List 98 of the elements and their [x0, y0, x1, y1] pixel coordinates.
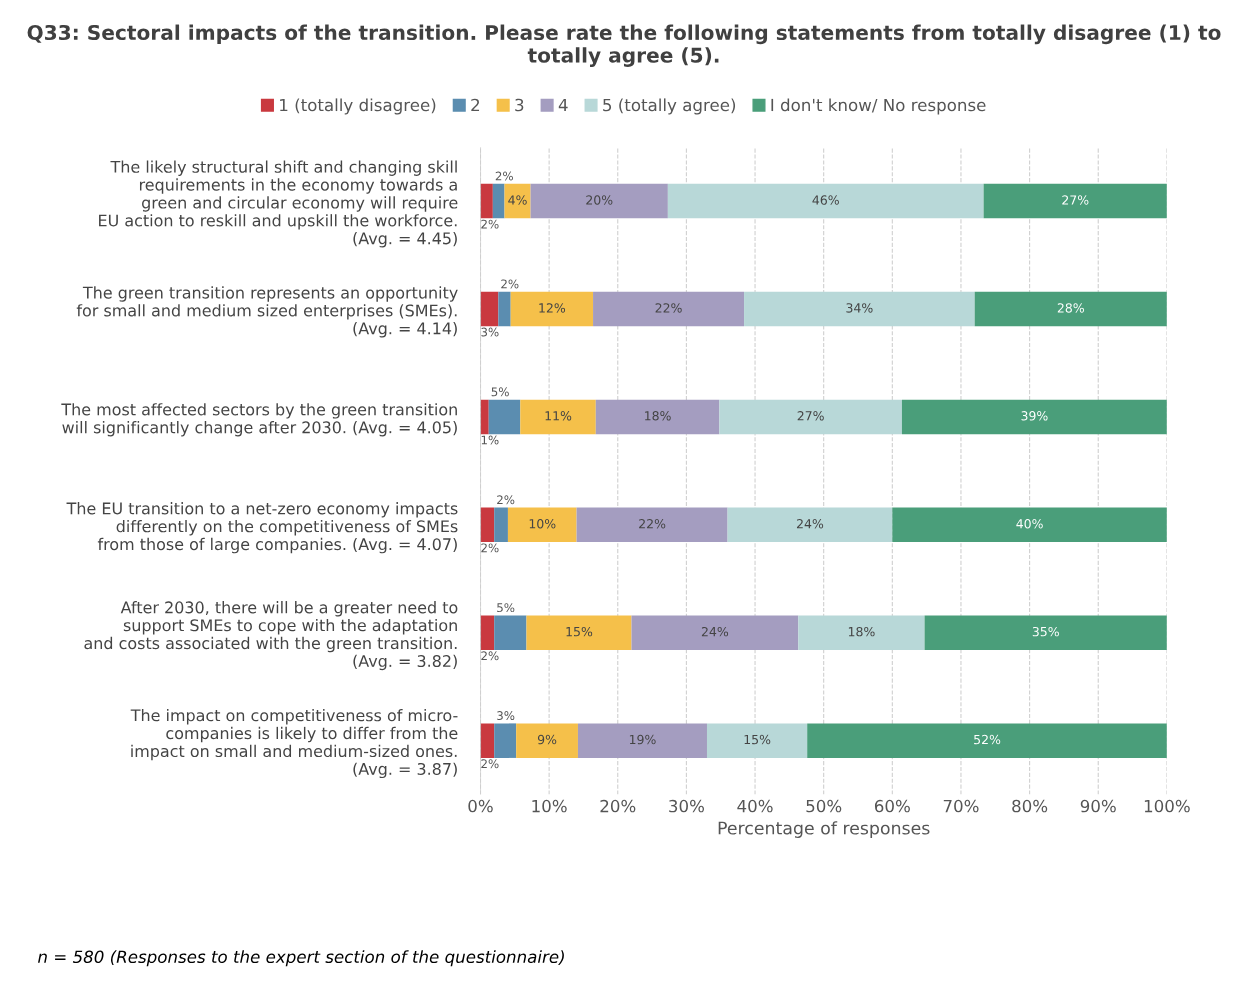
bar: [480, 183, 493, 219]
y-tick-label: After 2030, there will be a greater need to support SMEs to cope with the adaptation and costs associated with the green transition. (Avg. = 3.82): [84, 601, 458, 671]
y-tick-label: The green transition represents an opportunity for small and medium sized enterprises (SMEs). (Avg. = 4.14): [76, 286, 458, 338]
bar: [595, 399, 720, 435]
bar: [494, 615, 527, 651]
bar: [983, 183, 1167, 219]
x-tick-label: 30%: [669, 799, 704, 813]
bar: [492, 183, 505, 219]
legend-label: 1 (totally disagree): [280, 98, 436, 115]
data-label: 11%: [545, 411, 572, 421]
bar: [526, 615, 632, 651]
bar: [494, 507, 508, 543]
bar: [480, 507, 495, 543]
text: n = 580 (Responses to the expert section of the questionnaire): [38, 950, 564, 967]
data-label: 3%: [481, 327, 499, 337]
data-label: 3%: [497, 711, 515, 721]
bar: [480, 615, 495, 651]
legend-label: 4: [558, 98, 568, 112]
bar: [576, 507, 728, 543]
bar: [798, 615, 925, 651]
data-label: 24%: [796, 519, 824, 529]
y-tick-label: The impact on competitiveness of micro- companies is likely to differ from the impact on small and medium-sized ones. (Avg. = 3.87): [130, 708, 458, 779]
bar: [807, 723, 1167, 758]
bar: [480, 399, 489, 435]
data-label: 18%: [645, 411, 671, 421]
bar: [974, 291, 1167, 327]
bar: [504, 183, 531, 219]
bar: [706, 723, 808, 758]
data-label: 40%: [1016, 519, 1043, 529]
bar: [667, 183, 984, 219]
bar: [892, 507, 1167, 543]
data-label: 22%: [655, 303, 682, 313]
bar: [498, 291, 511, 327]
bar: [520, 399, 596, 435]
data-label: 19%: [629, 734, 656, 745]
x-tick-label: 10%: [532, 799, 567, 813]
data-label: 2%: [481, 543, 499, 553]
legend-label: 2: [471, 98, 480, 112]
x-tick-label: 50%: [806, 799, 842, 813]
bar: [577, 723, 707, 758]
bar: [727, 507, 893, 543]
y-tick-label: The most affected sectors by the green transition will significantly change after 2030. (Avg. = 4.05): [61, 403, 457, 437]
data-label: 39%: [1021, 411, 1048, 421]
bar: [494, 723, 517, 758]
x-tick-label: 70%: [943, 799, 979, 813]
bar: [480, 291, 499, 327]
data-label: 9%: [537, 734, 557, 745]
data-label: 2%: [481, 759, 499, 769]
x-tick-label: 80%: [1012, 799, 1048, 813]
data-label: 5%: [491, 387, 509, 397]
data-label: 27%: [797, 411, 824, 421]
data-label: 20%: [586, 195, 613, 205]
bar: [530, 183, 668, 219]
legend-label: 3: [515, 98, 524, 112]
data-label: 28%: [1057, 303, 1084, 313]
bar: [901, 399, 1167, 435]
data-label: 35%: [1032, 626, 1059, 637]
data-label: 46%: [812, 195, 839, 205]
data-label: 15%: [744, 734, 771, 745]
data-label: 2%: [481, 219, 499, 229]
x-tick-label: 0%: [468, 799, 493, 813]
data-label: 15%: [566, 626, 593, 637]
chart-title: Q33: Sectoral impacts of the transition. Please rate the following statements from totally disagree (1) to totally agree (5).: [27, 24, 1221, 67]
legend-label: 5 (totally agree): [603, 98, 736, 115]
bar: [480, 723, 495, 758]
bar: [510, 291, 594, 327]
data-label: 12%: [539, 303, 566, 313]
data-label: 10%: [529, 519, 556, 529]
bar: [924, 615, 1167, 651]
bar: [593, 291, 745, 327]
bar: [744, 291, 975, 327]
data-label: 2%: [497, 495, 515, 505]
data-label: 1%: [481, 435, 499, 445]
bar: [516, 723, 578, 758]
data-label: 22%: [639, 519, 666, 529]
data-label: 4%: [508, 195, 527, 205]
data-label: 2%: [501, 279, 519, 289]
bar: [719, 399, 902, 435]
data-label: 24%: [701, 626, 729, 637]
bar: [507, 507, 577, 543]
x-tick-label: 60%: [874, 799, 910, 813]
data-label: 34%: [846, 303, 873, 313]
legend-label: I don't know/ No response: [771, 98, 986, 115]
data-label: 5%: [497, 603, 515, 613]
data-label: 18%: [848, 626, 875, 637]
data-label: 2%: [495, 171, 513, 181]
x-tick-label: 100%: [1144, 799, 1190, 813]
y-tick-label: The EU transition to a net-zero economy impacts differently on the competitiveness of SMEs from those of large companies. (Avg. = 4.07): [66, 502, 458, 554]
bar: [488, 399, 521, 435]
x-axis-title: Percentage of responses: [718, 821, 930, 838]
y-tick-label: The likely structural shift and changing skill requirements in the economy towards a green and circular economy will require EU action to reskill and upskill the workforce. (Avg. = 4.45): [99, 160, 458, 248]
x-tick-label: 90%: [1080, 799, 1116, 813]
data-label: 52%: [974, 734, 1001, 745]
data-label: 2%: [481, 651, 499, 661]
x-tick-label: 40%: [737, 799, 773, 813]
bar: [631, 615, 799, 651]
x-tick-label: 20%: [600, 799, 636, 813]
data-label: 27%: [1062, 195, 1089, 205]
